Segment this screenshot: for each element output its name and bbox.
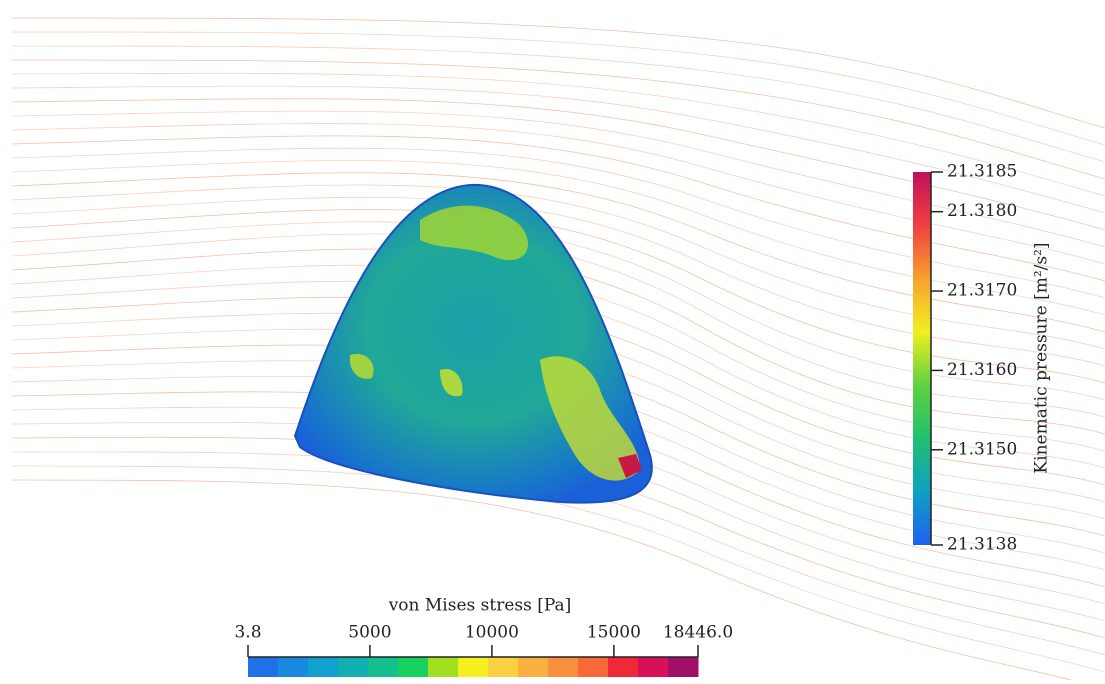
tick-label: 21.3160 (947, 360, 1017, 380)
streamline (12, 86, 1105, 213)
tick-label: 21.3180 (947, 201, 1017, 221)
colorbar-bin (608, 657, 639, 677)
colorbar-bin (488, 657, 519, 677)
colorbar-bin (458, 657, 489, 677)
colorbar-bin (338, 657, 369, 677)
colorbar-bin (548, 657, 579, 677)
streamline (12, 32, 1105, 145)
colorbar-bin (428, 657, 459, 677)
stress-colorbar: von Mises stress [Pa] 3.8 5000 10000 15000 1… (234, 596, 733, 678)
pressure-colorbar: Kinematic pressure [m²/s²] 21.3138 21.315… (913, 162, 1052, 555)
streamline (12, 60, 1105, 179)
tick-label: 15000 (587, 623, 641, 643)
colorbar-bin (518, 657, 549, 677)
tick-label: 18446.0 (663, 623, 733, 643)
colorbar-title: Kinematic pressure [m²/s²] (1032, 242, 1052, 473)
tick-label: 5000 (348, 623, 391, 643)
streamline (12, 480, 1105, 680)
tick-label: 21.3138 (947, 535, 1017, 555)
colorbar-bin (398, 657, 429, 677)
colorbar-bin (248, 657, 279, 677)
colorbar-bin (278, 657, 309, 677)
colorbar-bin (368, 657, 399, 677)
tick-label: 21.3185 (947, 162, 1017, 182)
colorbar-title: von Mises stress [Pa] (388, 596, 572, 616)
colorbar-bin (308, 657, 339, 677)
colorbar-bin (578, 657, 609, 677)
tick-label: 21.3170 (947, 281, 1017, 301)
tick-label: 21.3150 (947, 439, 1017, 459)
streamline (12, 73, 1105, 196)
colorbar-gradient (913, 172, 931, 545)
colorbar-bin (668, 657, 699, 677)
streamline (12, 46, 1105, 162)
tick-label: 3.8 (234, 623, 261, 643)
render-view: von Mises stress [Pa] 3.8 5000 10000 15000 1… (0, 0, 1105, 680)
colorbar-bin (638, 657, 669, 677)
streamline (12, 99, 1105, 230)
tick-label: 10000 (465, 623, 519, 643)
dome (295, 185, 652, 503)
